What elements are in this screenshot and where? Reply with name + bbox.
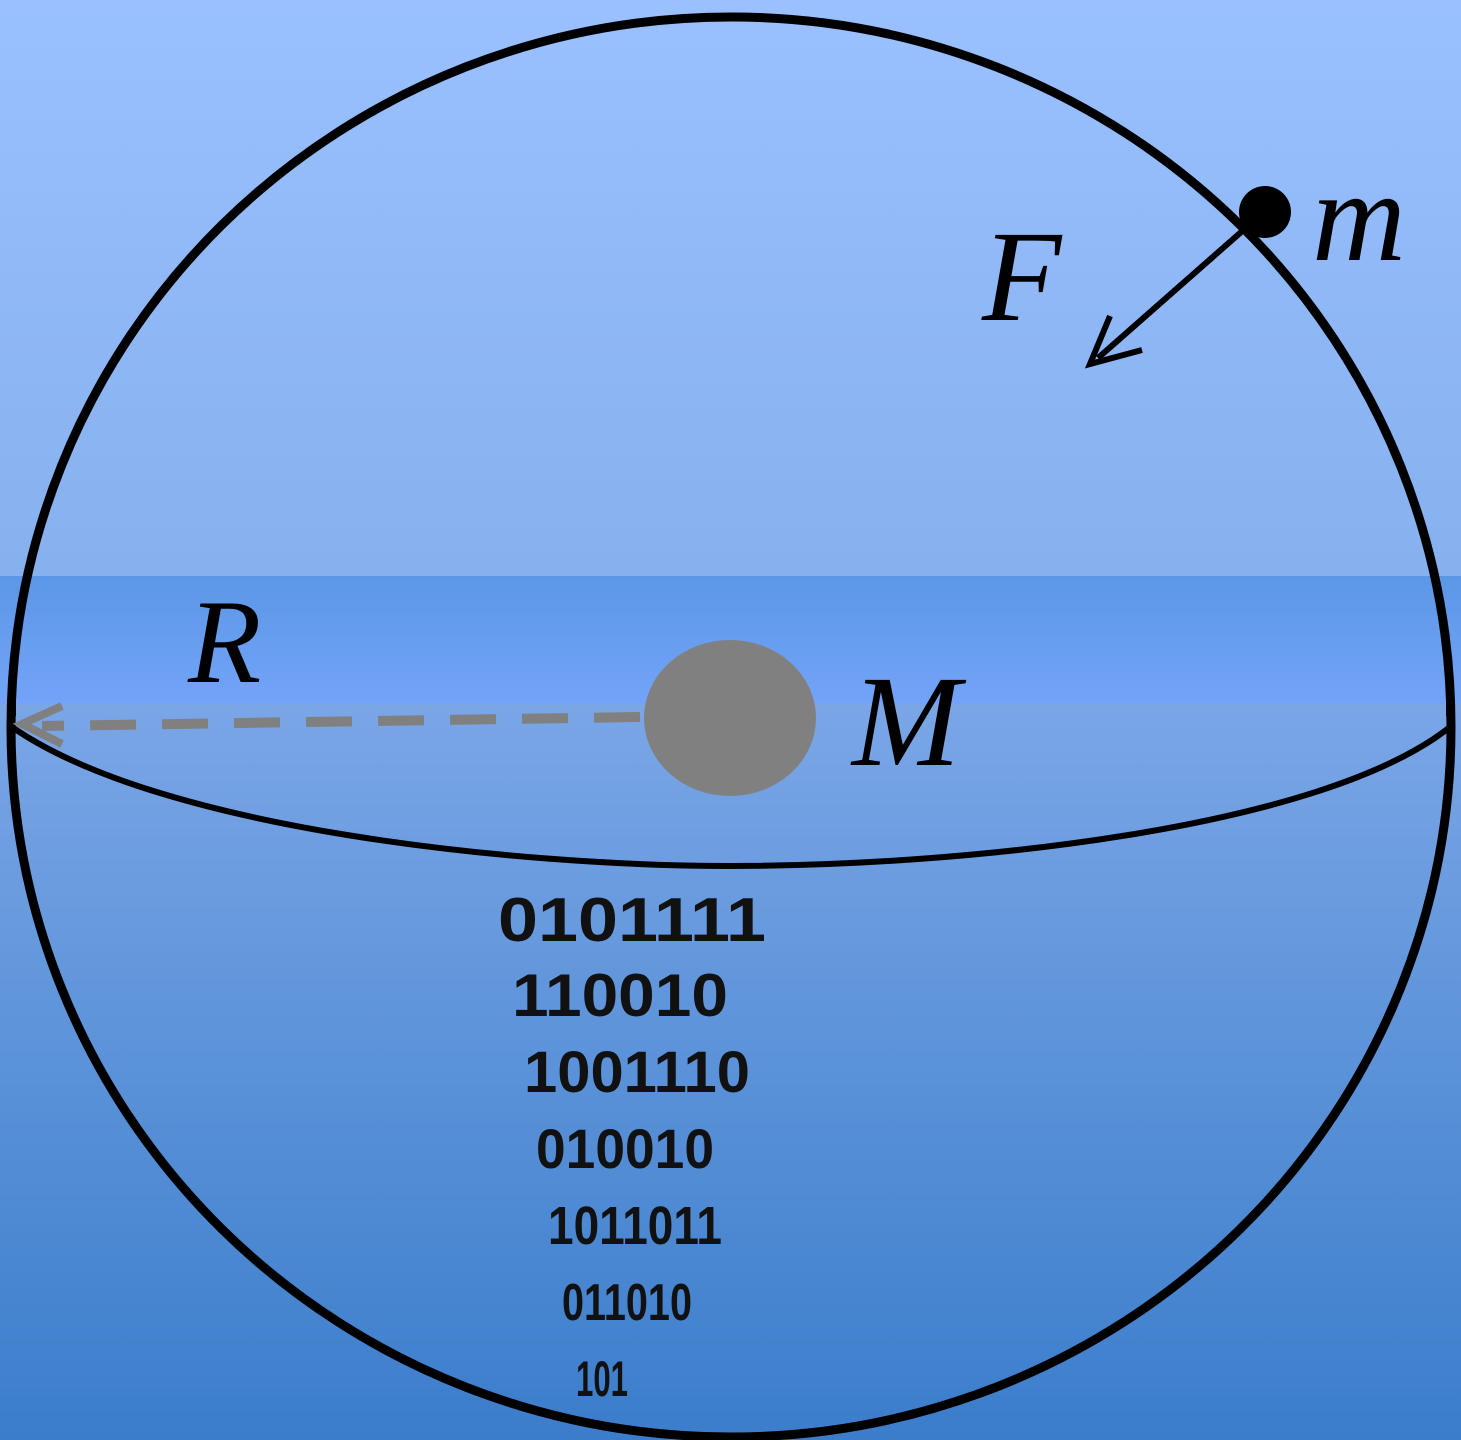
force-arrow-shaft: [1096, 223, 1250, 361]
label-force: F: [981, 205, 1063, 349]
binary-line-3: 1001110: [524, 1040, 750, 1105]
background-top: [0, 0, 1461, 576]
equator-arc: [10, 724, 1452, 870]
binary-line-4: 010010: [536, 1117, 714, 1180]
label-small-mass: m: [1312, 145, 1406, 289]
sphere-outline: [6, 12, 1456, 1440]
force-arrowhead: [1084, 314, 1143, 369]
central-mass: [644, 640, 816, 796]
radius-arrowhead: [12, 702, 64, 748]
radius-line: [41, 712, 641, 731]
binary-line-7: 101: [576, 1351, 628, 1407]
binary-line-1: 0101111: [498, 886, 766, 955]
background-bottom: [0, 704, 1461, 1440]
label-big-mass: M: [850, 650, 967, 794]
binary-line-2: 110010: [512, 962, 728, 1029]
binary-line-5: 1011011: [548, 1196, 722, 1256]
binary-line-6: 011010: [562, 1274, 692, 1332]
label-radius: R: [187, 575, 261, 708]
small-mass: [1239, 186, 1291, 238]
binary-text-block: 0101111 110010 1001110 010010 1011011 01…: [498, 886, 766, 1407]
